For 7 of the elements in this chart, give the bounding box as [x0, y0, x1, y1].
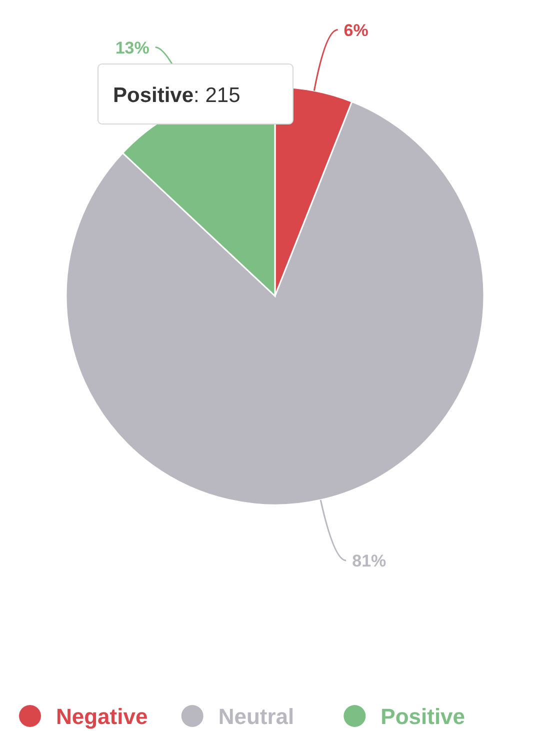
data-label: 6% [344, 20, 368, 40]
legend-label: Neutral [218, 704, 294, 729]
tooltip-box: Positive: 215 [98, 64, 294, 124]
data-label: 13% [115, 38, 150, 58]
legend-label: Positive [380, 704, 466, 729]
data-label: 81% [352, 551, 386, 570]
legend-label: Negative [56, 704, 148, 729]
